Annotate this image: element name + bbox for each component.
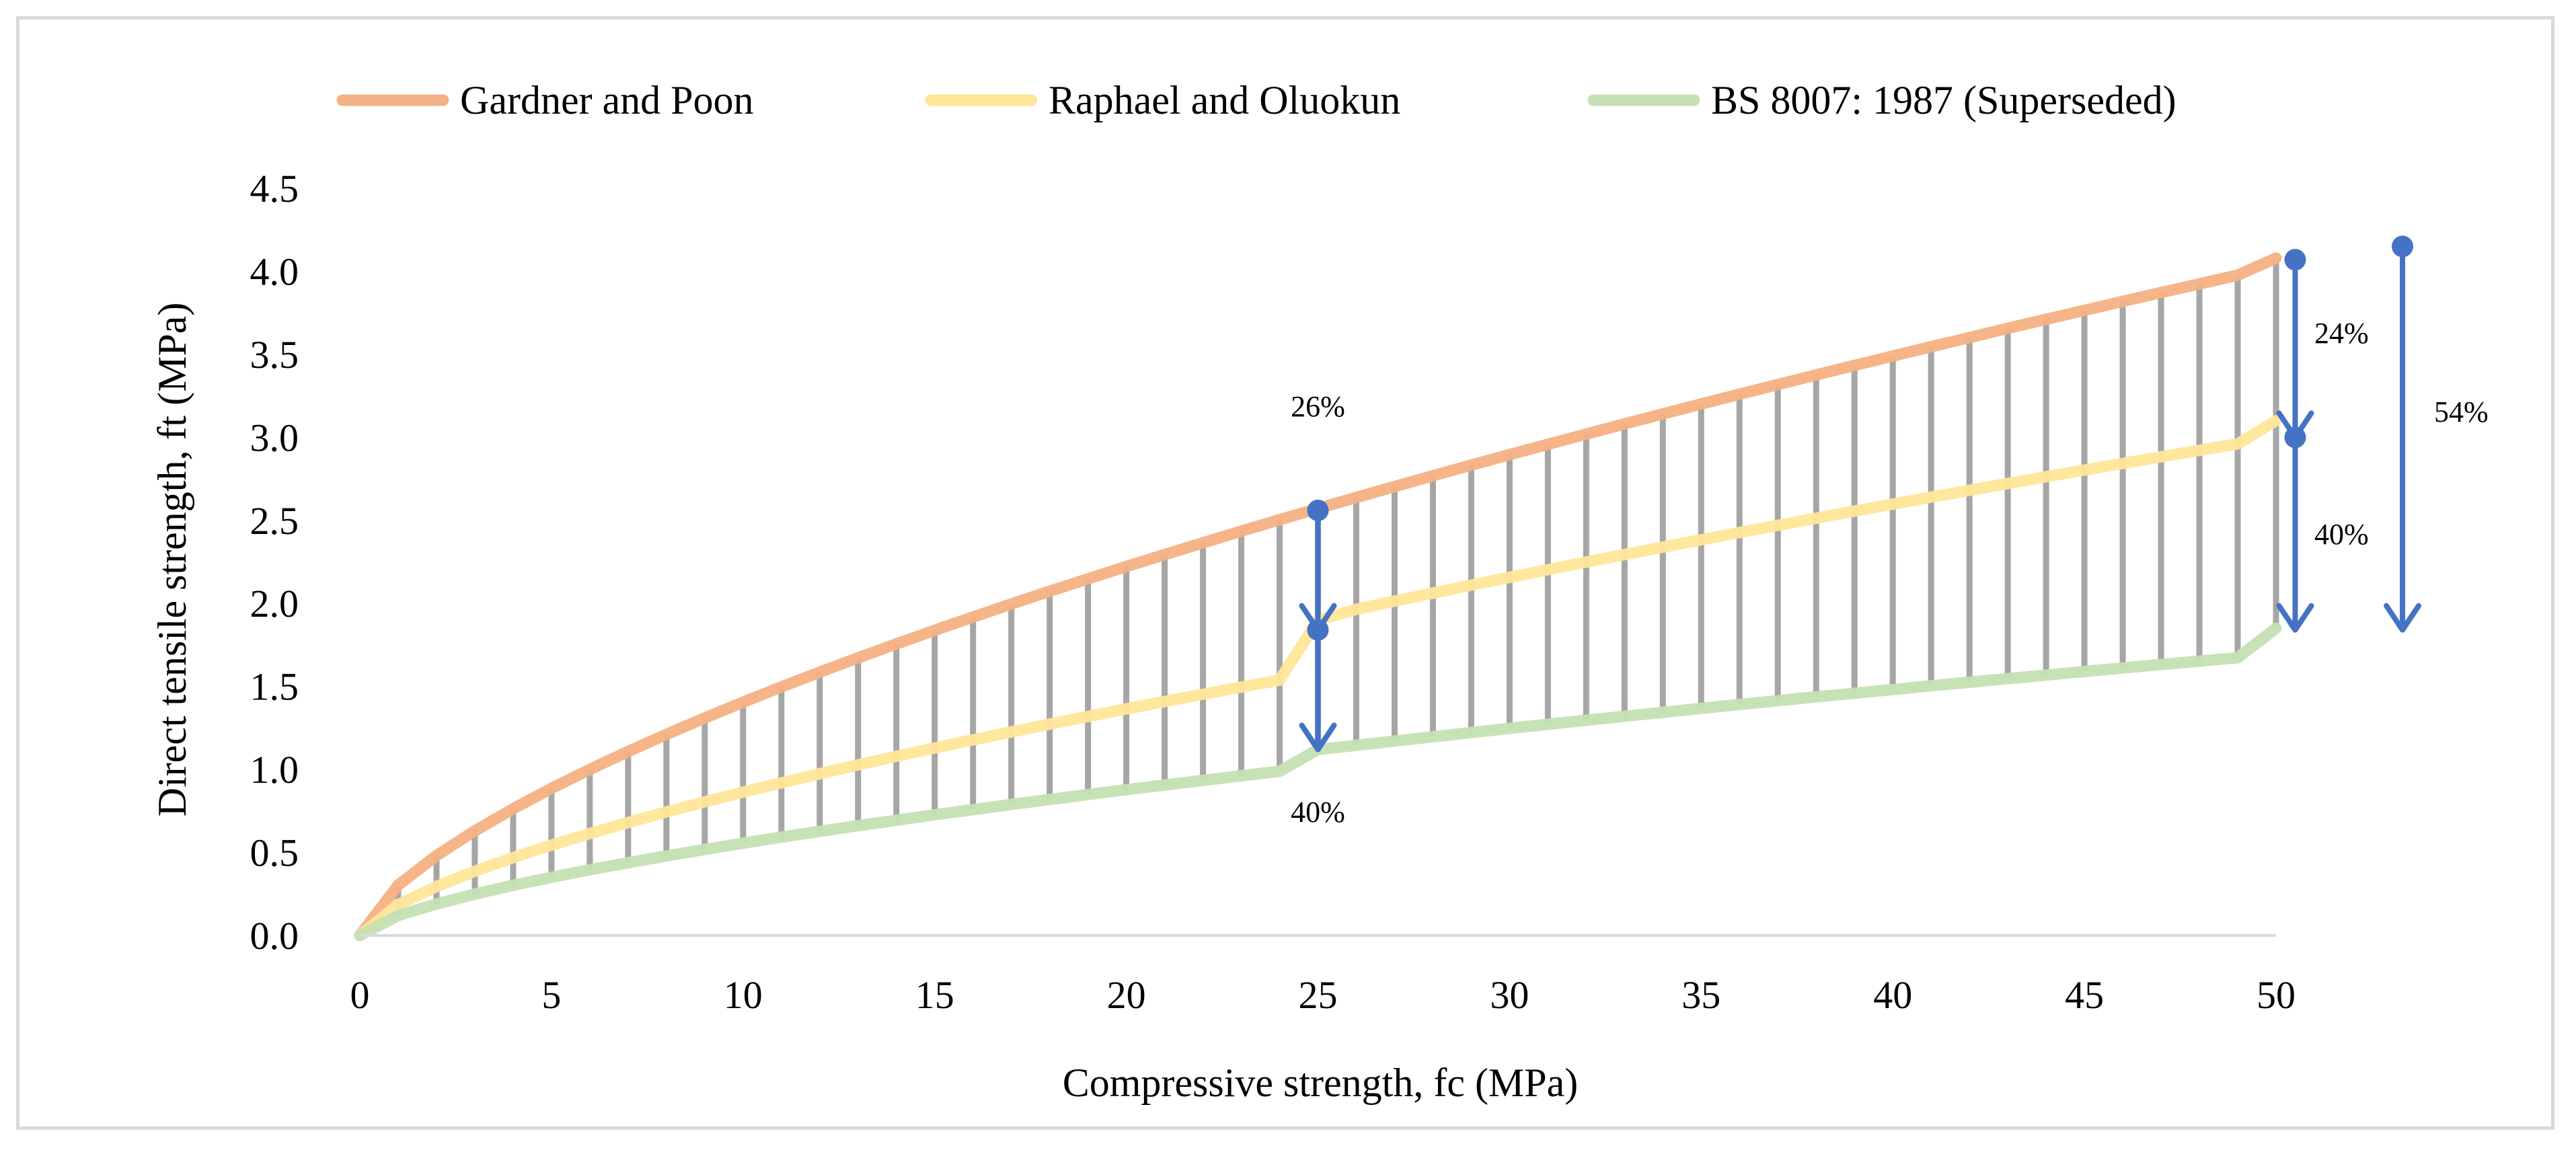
x-tick-label: 45 xyxy=(2065,973,2104,1017)
annotation-label-2: 40% xyxy=(1291,796,1345,829)
legend: Gardner and Poon Raphael and Oluokun BS 80… xyxy=(336,78,2176,122)
x-tick-label: 10 xyxy=(724,973,763,1017)
chart-svg: Gardner and Poon Raphael and Oluokun BS 80… xyxy=(150,78,2489,1105)
x-tick-label: 5 xyxy=(541,973,561,1017)
hatch-lines xyxy=(395,258,2279,916)
x-tick-label: 50 xyxy=(2257,973,2296,1017)
x-tick-label: 25 xyxy=(1299,973,1338,1017)
x-tick-label: 30 xyxy=(1490,973,1529,1017)
y-tick-label: 1.0 xyxy=(250,748,299,792)
arrow-40pct-left-start-dot xyxy=(1307,619,1329,641)
axes: 0 5 10 15 20 25 30 35 40 45 50 0.0 0.5 1.0 1.5 2.0 2.5 3.… xyxy=(250,167,2296,1017)
arrow-40pct-right-start-dot xyxy=(2284,426,2306,449)
y-tick-label: 0.5 xyxy=(250,831,299,875)
legend-label-1: Gardner and Poon xyxy=(460,78,754,122)
x-tick-label: 35 xyxy=(1681,973,1720,1017)
arrow-40pct-left-head xyxy=(1299,722,1337,753)
y-axis-title: Direct tensile strength, ft (MPa) xyxy=(150,303,194,817)
annotation-label-5: 54% xyxy=(2434,395,2489,428)
legend-label-2: Raphael and Oluokun xyxy=(1049,78,1400,122)
y-tick-label: 4.0 xyxy=(250,250,299,293)
y-tick-label: 1.5 xyxy=(250,665,299,709)
arrow-40pct-right-head xyxy=(2276,603,2314,633)
arrow-54pct-head xyxy=(2384,603,2422,633)
x-tick-label: 20 xyxy=(1107,973,1146,1017)
annotation-arrows: 26% 40% 24% 40% 54% xyxy=(1291,235,2489,829)
annotation-label-1: 26% xyxy=(1291,390,1345,423)
y-tick-label: 2.0 xyxy=(250,582,299,625)
x-tick-label: 40 xyxy=(1873,973,1912,1017)
y-tick-label: 4.5 xyxy=(250,167,299,210)
legend-label-3: BS 8007: 1987 (Superseded) xyxy=(1711,78,2176,122)
arrow-26pct-start-dot xyxy=(1307,499,1329,521)
arrow-24pct-start-dot xyxy=(2284,249,2306,271)
x-tick-label: 15 xyxy=(915,973,954,1017)
y-tick-label: 3.0 xyxy=(250,416,299,459)
annotation-label-4: 40% xyxy=(2314,518,2369,551)
annotation-label-3: 24% xyxy=(2314,317,2369,350)
chart-frame: Gardner and Poon Raphael and Oluokun BS 80… xyxy=(16,16,2554,1130)
y-tick-label: 3.5 xyxy=(250,333,299,377)
arrow-54pct-start-dot xyxy=(2392,235,2414,258)
y-tick-label: 2.5 xyxy=(250,499,299,543)
x-axis-title: Compressive strength, fc (MPa) xyxy=(1063,1061,1579,1105)
x-tick-label: 0 xyxy=(350,973,370,1017)
y-tick-label: 0.0 xyxy=(250,914,299,958)
